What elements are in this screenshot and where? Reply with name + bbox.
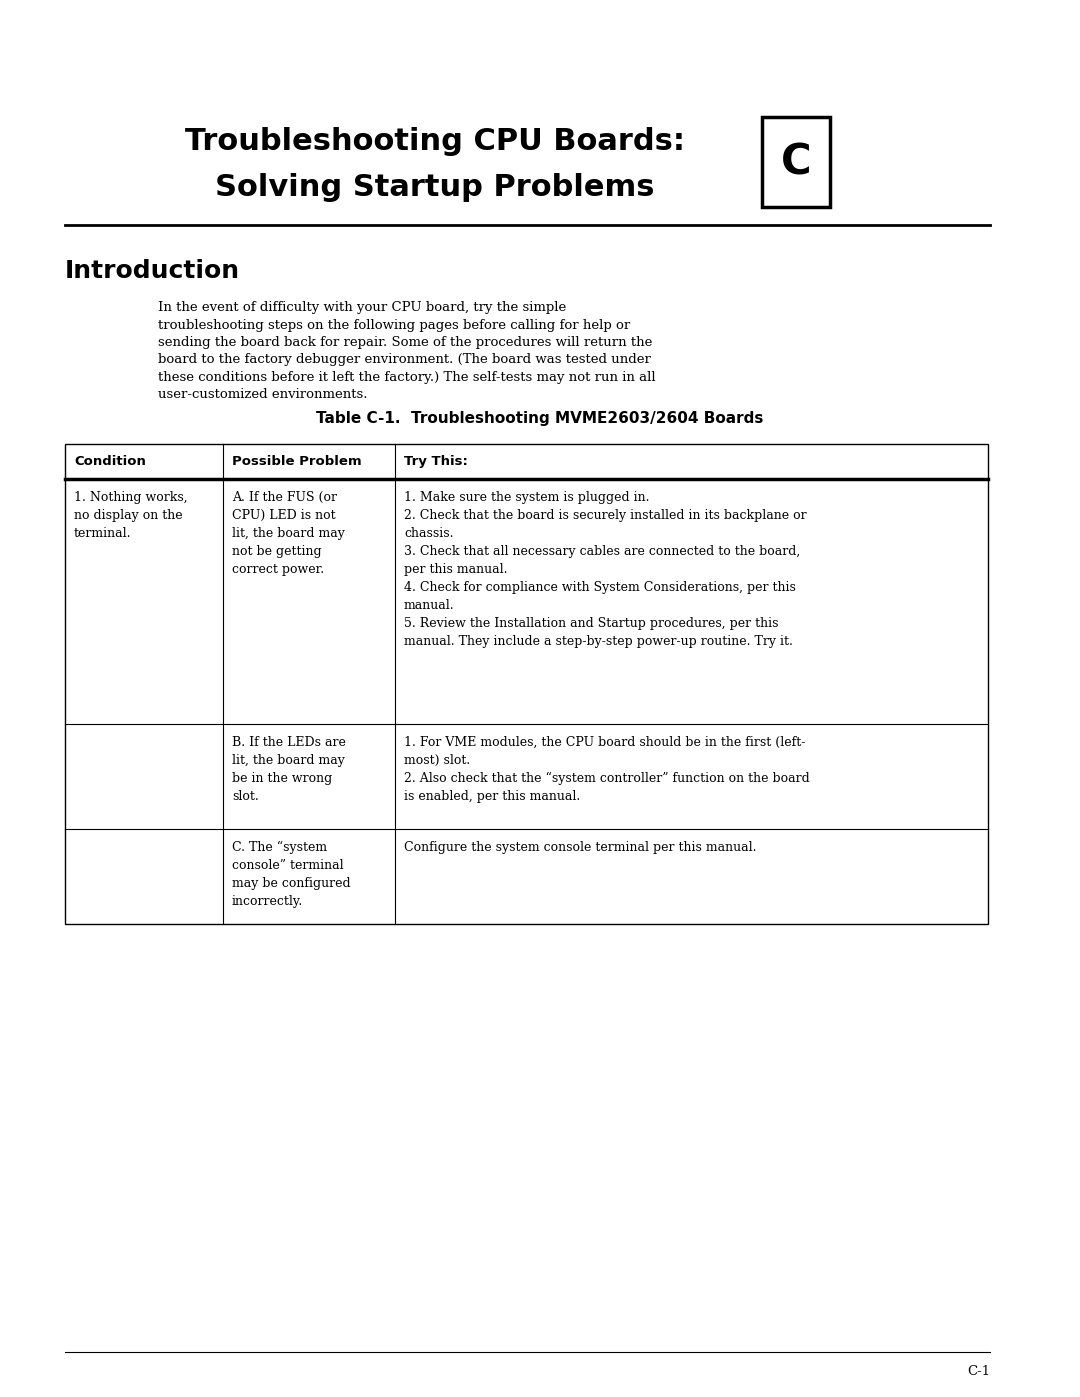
- Text: C: C: [781, 141, 811, 183]
- Text: Try This:: Try This:: [404, 455, 468, 468]
- Bar: [762, 117, 831, 207]
- Text: Table C-1.  Troubleshooting MVME2603/2604 Boards: Table C-1. Troubleshooting MVME2603/2604…: [316, 411, 764, 426]
- Text: 1. Nothing works,
no display on the
terminal.: 1. Nothing works, no display on the term…: [75, 490, 188, 541]
- Text: C. The “system
console” terminal
may be configured
incorrectly.: C. The “system console” terminal may be …: [232, 841, 351, 908]
- Text: Possible Problem: Possible Problem: [232, 455, 362, 468]
- Text: 1. Make sure the system is plugged in.
2. Check that the board is securely insta: 1. Make sure the system is plugged in. 2…: [404, 490, 807, 648]
- Text: C-1: C-1: [967, 1365, 990, 1377]
- Text: In the event of difficulty with your CPU board, try the simple
troubleshooting s: In the event of difficulty with your CPU…: [158, 300, 656, 401]
- Text: Solving Startup Problems: Solving Startup Problems: [215, 172, 654, 201]
- Text: Introduction: Introduction: [65, 258, 240, 284]
- Text: Condition: Condition: [75, 455, 146, 468]
- Text: B. If the LEDs are
lit, the board may
be in the wrong
slot.: B. If the LEDs are lit, the board may be…: [232, 736, 346, 803]
- Text: Troubleshooting CPU Boards:: Troubleshooting CPU Boards:: [185, 127, 685, 156]
- Text: A. If the FUS (or
CPU) LED is not
lit, the board may
not be getting
correct powe: A. If the FUS (or CPU) LED is not lit, t…: [232, 490, 345, 576]
- Text: 1. For VME modules, the CPU board should be in the first (left-
most) slot.
2. A: 1. For VME modules, the CPU board should…: [404, 736, 810, 803]
- Text: Configure the system console terminal per this manual.: Configure the system console terminal pe…: [404, 841, 756, 854]
- Bar: [65, 444, 988, 923]
